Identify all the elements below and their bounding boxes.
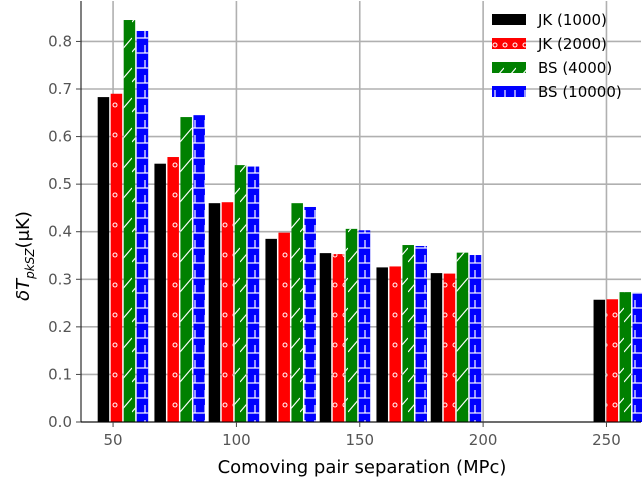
y-axis-title: δTpkSZ(μK) [13, 211, 37, 301]
bar-hatch [443, 273, 456, 422]
bar-hatch [234, 165, 247, 422]
bar-hatch [606, 299, 619, 422]
legend-label: BS (10000) [538, 83, 622, 101]
bar-jk-1000 [319, 253, 332, 422]
bar-hatch [180, 117, 192, 422]
bar-hatch [110, 93, 123, 423]
bar-hatch [632, 292, 642, 422]
bar-jk-1000 [97, 97, 110, 423]
bar-hatch [402, 245, 414, 422]
bar-hatch [469, 255, 482, 422]
y-tick-label: 0.7 [48, 80, 72, 98]
bar-hatch [345, 228, 358, 422]
y-tick-label: 0.8 [48, 32, 72, 50]
y-tick-label: 0.0 [48, 413, 72, 431]
legend-label: BS (4000) [538, 59, 612, 77]
y-tick-label: 0.4 [48, 223, 72, 241]
bar-hatch [291, 203, 303, 422]
bar-hatch [221, 202, 234, 422]
bar-jk-1000 [593, 299, 606, 422]
legend-swatch [492, 14, 526, 25]
bar-hatch [136, 30, 149, 423]
bar-hatch [619, 292, 632, 422]
bar-hatch [332, 254, 345, 422]
y-tick-label: 0.6 [48, 128, 72, 146]
y-tick-label: 0.2 [48, 318, 72, 336]
bar-hatch [123, 20, 136, 422]
bar-hatch [193, 115, 205, 422]
y-tick-label: 0.1 [48, 365, 72, 383]
bar-hatch [247, 166, 260, 422]
bars [97, 20, 642, 423]
y-axis-title-unit: (μK) [13, 211, 34, 248]
bar-hatch [389, 266, 401, 422]
bar-jk-1000 [430, 273, 443, 422]
bar-jk-1000 [208, 203, 221, 422]
y-tick-label: 0.3 [48, 270, 72, 288]
x-axis-title: Comoving pair separation (MPc) [218, 457, 507, 478]
legend-swatch-hatch [492, 86, 526, 97]
bar-hatch [167, 157, 179, 423]
bar-jk-1000 [265, 238, 277, 422]
bar-hatch [456, 252, 469, 422]
legend-label: JK (2000) [537, 35, 607, 53]
x-tick-label: 100 [222, 431, 251, 449]
bar-hatch [358, 230, 371, 422]
y-axis-title-subscript: pkSZ [23, 248, 37, 280]
bar-hatch [278, 232, 290, 422]
legend-label: JK (1000) [537, 11, 607, 29]
bar-jk-1000 [376, 267, 388, 422]
y-axis-title-symbol: δT [13, 277, 34, 301]
bar-jk-1000 [154, 163, 166, 422]
x-tick-label: 200 [469, 431, 498, 449]
legend: JK (1000) JK (2000) BS (4000) BS (10000) [492, 11, 622, 101]
x-tick-label: 150 [345, 431, 374, 449]
legend-swatch-hatch [492, 38, 526, 49]
bar-hatch [304, 206, 316, 422]
axes: 0.0 0.1 0.2 0.3 0.4 0.5 0.6 0.7 0.8 50 100 150 200 25… [48, 1, 641, 449]
bar-hatch [415, 245, 427, 422]
x-tick-label: 250 [592, 431, 621, 449]
legend-swatch-hatch [492, 62, 526, 73]
y-tick-label: 0.5 [48, 175, 72, 193]
x-tick-label: 50 [104, 431, 123, 449]
